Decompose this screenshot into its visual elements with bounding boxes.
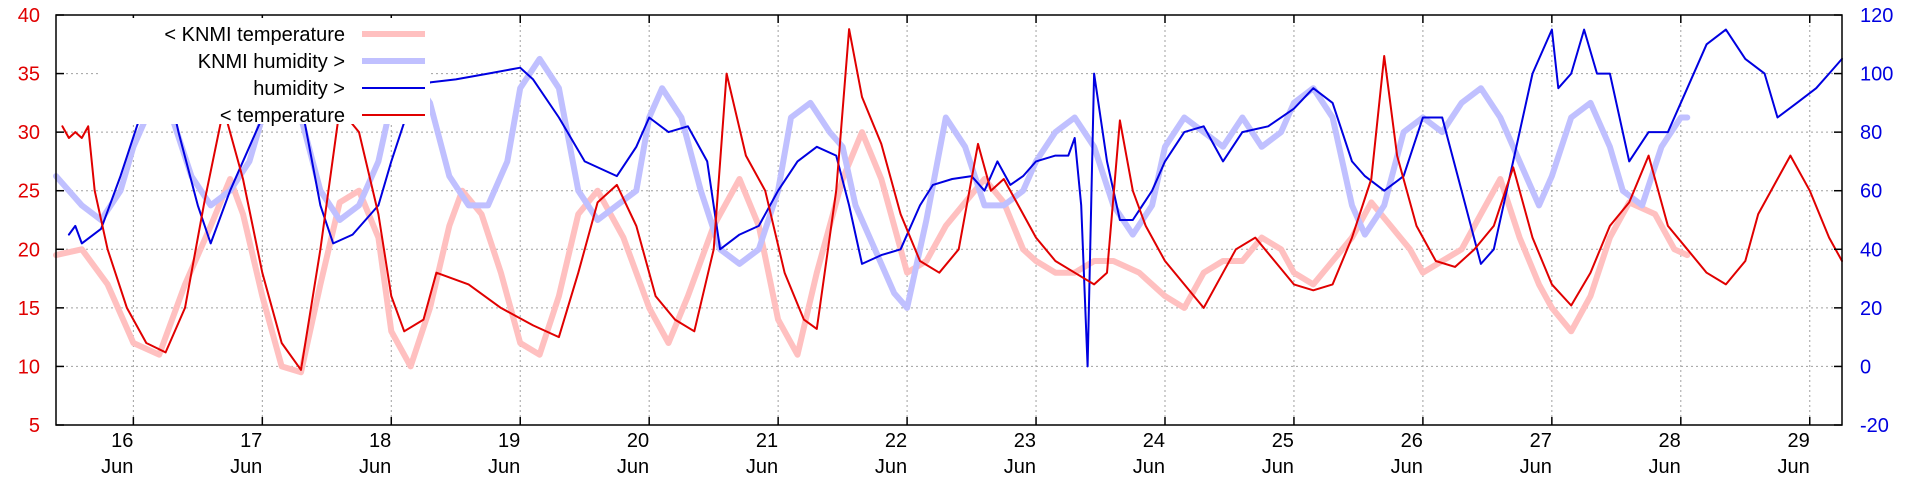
right-tick-label: 100 bbox=[1860, 64, 1893, 86]
x-tick-month-label: Jun bbox=[617, 456, 649, 478]
x-tick-month-label: Jun bbox=[746, 456, 778, 478]
left-tick-label: 5 bbox=[29, 415, 40, 437]
left-tick-label: 20 bbox=[18, 239, 40, 261]
left-tick-label: 15 bbox=[18, 298, 40, 320]
x-tick-day-label: 24 bbox=[1143, 430, 1165, 452]
x-tick-month-label: Jun bbox=[230, 456, 262, 478]
right-tick-label: 120 bbox=[1860, 5, 1893, 27]
left-tick-label: 30 bbox=[18, 122, 40, 144]
x-tick-month-label: Jun bbox=[488, 456, 520, 478]
x-tick-day-label: 20 bbox=[627, 430, 649, 452]
right-tick-label: 80 bbox=[1860, 122, 1882, 144]
x-tick-day-label: 19 bbox=[498, 430, 520, 452]
left-y-axis: 5 10 15 20 25 30 35 40 bbox=[18, 5, 64, 437]
legend: < KNMI temperature KNMI humidity > humidit… bbox=[100, 18, 430, 127]
x-tick-day-label: 23 bbox=[1014, 430, 1036, 452]
series-line-1 bbox=[53, 55, 1691, 311]
left-tick-label: 35 bbox=[18, 64, 40, 86]
legend-entry-label: humidity > bbox=[253, 78, 345, 100]
x-axis: 16 Jun 17 Jun 18 Jun 19 Jun 20 Jun 21 Jun 22 Jun 23 Jun… bbox=[101, 15, 1811, 478]
x-tick-day-label: 29 bbox=[1788, 430, 1810, 452]
x-tick-day-label: 17 bbox=[240, 430, 262, 452]
right-tick-label: 0 bbox=[1860, 356, 1871, 378]
legend-entry-label: < temperature bbox=[220, 105, 345, 127]
right-tick-label: -20 bbox=[1860, 415, 1889, 437]
series-line-0 bbox=[53, 129, 1691, 376]
legend-entry-label: KNMI humidity > bbox=[198, 51, 345, 73]
series-line-2 bbox=[67, 28, 1843, 368]
series-line-3 bbox=[61, 28, 1843, 371]
right-y-axis: -20 0 20 40 60 80 100 120 bbox=[1834, 5, 1893, 437]
x-tick-month-label: Jun bbox=[1391, 456, 1423, 478]
x-tick-day-label: 27 bbox=[1530, 430, 1552, 452]
legend-entry-label: < KNMI temperature bbox=[164, 24, 345, 46]
x-tick-month-label: Jun bbox=[1004, 456, 1036, 478]
x-tick-day-label: 28 bbox=[1659, 430, 1681, 452]
x-tick-month-label: Jun bbox=[359, 456, 391, 478]
x-tick-month-label: Jun bbox=[1520, 456, 1552, 478]
x-tick-day-label: 25 bbox=[1272, 430, 1294, 452]
x-tick-day-label: 21 bbox=[756, 430, 778, 452]
x-tick-month-label: Jun bbox=[1778, 456, 1810, 478]
right-tick-label: 60 bbox=[1860, 181, 1882, 203]
plot-border bbox=[55, 14, 1843, 426]
x-tick-month-label: Jun bbox=[1262, 456, 1294, 478]
right-tick-label: 40 bbox=[1860, 239, 1882, 261]
x-tick-day-label: 18 bbox=[369, 430, 391, 452]
left-tick-label: 25 bbox=[18, 181, 40, 203]
x-tick-month-label: Jun bbox=[875, 456, 907, 478]
right-tick-label: 20 bbox=[1860, 298, 1882, 320]
grid-lines bbox=[56, 15, 1842, 425]
series-layer bbox=[53, 28, 1843, 376]
x-tick-month-label: Jun bbox=[101, 456, 133, 478]
left-tick-label: 10 bbox=[18, 356, 40, 378]
x-tick-day-label: 26 bbox=[1401, 430, 1423, 452]
x-tick-day-label: 22 bbox=[885, 430, 907, 452]
x-tick-day-label: 16 bbox=[111, 430, 133, 452]
left-tick-label: 40 bbox=[18, 5, 40, 27]
x-tick-month-label: Jun bbox=[1649, 456, 1681, 478]
x-tick-month-label: Jun bbox=[1133, 456, 1165, 478]
